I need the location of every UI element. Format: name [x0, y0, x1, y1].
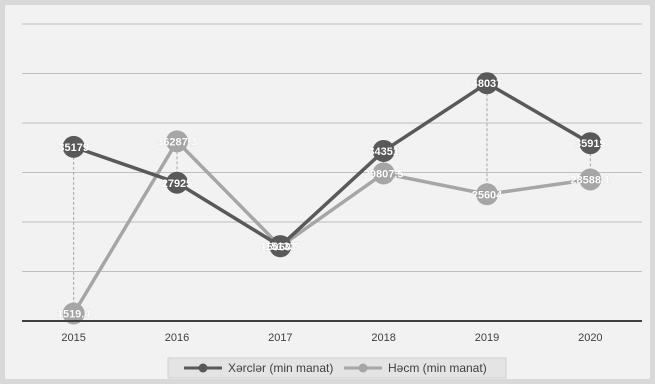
legend-label: Xərclər (min manat) [228, 361, 333, 375]
x-tick-label: 2015 [61, 332, 85, 344]
data-label: 15060.5 [260, 241, 300, 253]
gridlines [22, 23, 642, 272]
data-label: 35919 [575, 138, 606, 150]
data-label: 1519.4 [57, 308, 92, 320]
data-point [579, 132, 602, 155]
data-markers [62, 72, 602, 325]
x-tick-label: 2020 [578, 332, 602, 344]
legend-label: Həcm (min manat) [388, 361, 487, 375]
data-point [476, 183, 498, 206]
series-lines [72, 81, 592, 315]
legend-box [167, 357, 507, 379]
legend: Xərclər (min manat) Həcm (min manat) [167, 357, 507, 379]
data-label: 34351 [368, 146, 399, 158]
data-point [269, 235, 292, 258]
data-point [166, 130, 188, 153]
data-point [62, 302, 85, 325]
data-label: 25604 [472, 189, 503, 201]
data-label: 36287.3 [157, 136, 197, 148]
x-tick-label: 2019 [475, 332, 499, 344]
series-line [72, 139, 591, 315]
legend-marker-swatch [358, 363, 368, 373]
x-tick-label: 2017 [268, 332, 292, 344]
data-label: 15133 [265, 241, 296, 253]
data-label: 35179 [58, 142, 89, 154]
data-point [579, 168, 602, 191]
data-point [476, 72, 498, 95]
data-label: 48037 [472, 78, 503, 90]
x-tick-label: 2018 [371, 332, 395, 344]
data-label: 29807.5 [364, 168, 404, 180]
x-tick-label: 2016 [165, 332, 189, 344]
data-labels: 1519.4 36287.3 15060.5 29807.5 25604 28588.1 3… [57, 78, 611, 321]
legend-marker-swatch [198, 363, 208, 373]
data-point [166, 171, 188, 194]
x-axis-ticks: 2015 2016 2017 2018 2019 2020 [61, 332, 602, 344]
data-point [372, 139, 395, 162]
data-point [372, 162, 395, 185]
data-label: 28588.1 [570, 174, 610, 186]
series-line [73, 81, 592, 248]
chart-area [5, 5, 650, 379]
data-point [62, 135, 85, 158]
data-label: 27925 [162, 178, 193, 190]
